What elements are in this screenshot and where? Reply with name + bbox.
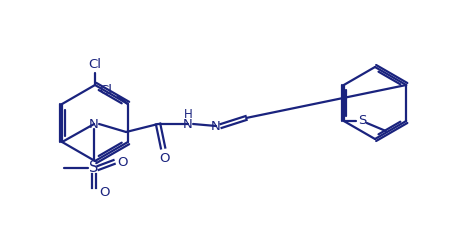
Text: N: N [211,119,221,133]
Text: S: S [358,115,366,128]
Text: N: N [89,118,99,131]
Text: Cl: Cl [100,85,112,97]
Text: H: H [184,109,193,122]
Text: O: O [117,155,127,168]
Text: Cl: Cl [88,58,102,72]
Text: O: O [159,152,169,164]
Text: N: N [183,118,193,131]
Text: O: O [99,185,110,198]
Text: S: S [89,161,99,176]
